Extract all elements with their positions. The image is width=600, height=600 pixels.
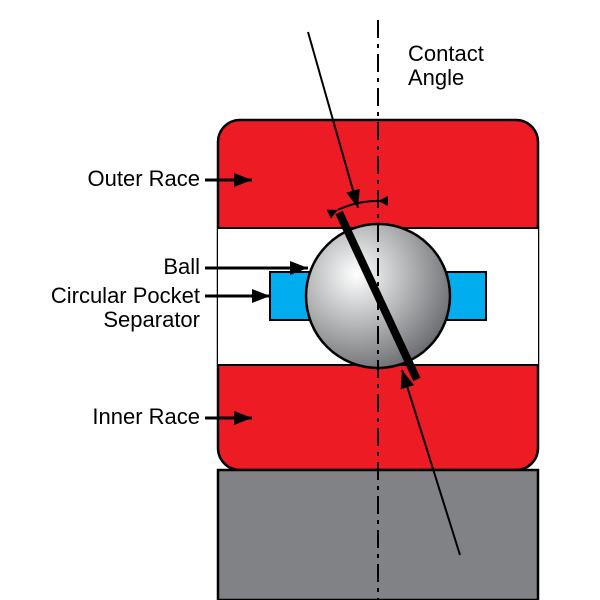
label-circular-pocket-separator: Circular PocketSeparator: [51, 284, 200, 332]
label-contact-angle: ContactAngle: [408, 42, 484, 90]
label-inner-race: Inner Race: [92, 405, 200, 429]
label-ball: Ball: [163, 255, 200, 279]
diagram-canvas: ContactAngle Outer Race Ball Circular Po…: [0, 0, 600, 600]
label-outer-race: Outer Race: [88, 167, 201, 191]
